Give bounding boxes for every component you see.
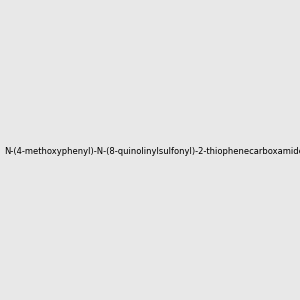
Text: N-(4-methoxyphenyl)-N-(8-quinolinylsulfonyl)-2-thiophenecarboxamide: N-(4-methoxyphenyl)-N-(8-quinolinylsulfo… [4,147,300,156]
